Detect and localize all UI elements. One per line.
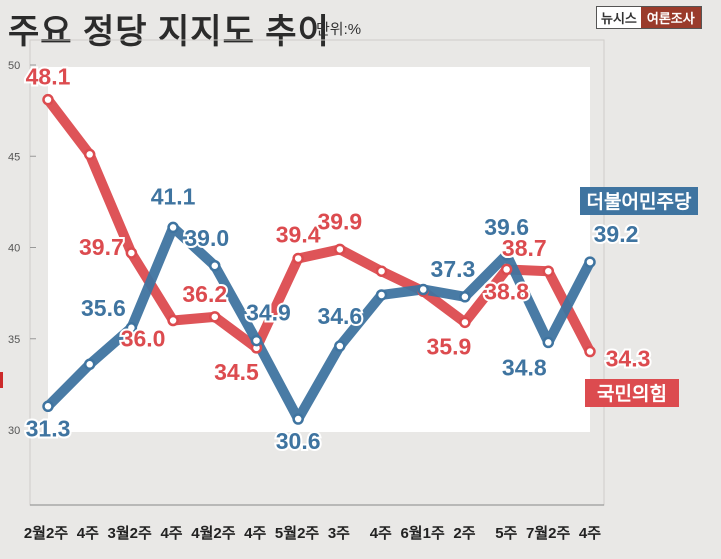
democratic-point — [250, 334, 263, 347]
ppp-point — [500, 263, 513, 276]
x-tick-label: 5주 — [495, 525, 517, 542]
ppp-legend-tag: 국민의힘 — [597, 383, 667, 405]
ppp-value-label: 39.4 — [276, 221, 321, 247]
y-tick-label: 50 — [8, 60, 20, 72]
democratic-point — [584, 256, 596, 268]
ppp-point — [375, 265, 388, 277]
ppp-point — [209, 311, 221, 323]
y-tick-label: 45 — [8, 151, 20, 163]
democratic-legend-tag: 더불어민주당 — [587, 191, 692, 213]
ppp-point — [83, 148, 96, 161]
democratic-value-label: 41.1 — [151, 183, 196, 209]
ppp-line — [43, 94, 595, 357]
chart-title: 주요 정당 지지도 추이 — [8, 13, 330, 51]
x-tick-label: 4주 — [370, 525, 392, 542]
ppp-value-label: 35.9 — [427, 333, 472, 359]
y-tick-label: 30 — [8, 425, 20, 437]
ppp-point — [167, 314, 179, 327]
democratic-point — [375, 289, 388, 301]
democratic-value-label: 39.2 — [594, 221, 639, 247]
democratic-point — [83, 358, 96, 371]
ppp-point — [459, 316, 471, 329]
democratic-value-label: 30.6 — [276, 428, 321, 454]
ppp-value-label: 48.1 — [26, 64, 71, 90]
democratic-value-label: 34.6 — [317, 303, 362, 329]
ppp-value-label: 39.7 — [79, 234, 124, 260]
ppp-point — [42, 93, 54, 106]
democratic-point — [42, 400, 54, 413]
x-tick-label: 3월2주 — [108, 525, 152, 542]
democratic-line — [43, 222, 595, 425]
y-tick-label: 35 — [8, 334, 20, 346]
x-tick-label: 4주 — [579, 525, 601, 542]
democratic-point — [459, 291, 471, 303]
democratic-point — [125, 322, 138, 334]
ppp-value-label: 36.2 — [182, 281, 227, 307]
democratic-value-label: 34.9 — [246, 300, 291, 326]
x-tick-label: 4주 — [244, 525, 266, 542]
ppp-value-label: 36.0 — [121, 326, 166, 352]
democratic-point — [209, 260, 221, 272]
ppp-value-label: 34.3 — [606, 346, 651, 372]
x-tick-label: 2월2주 — [24, 525, 68, 542]
democratic-point — [417, 283, 429, 296]
x-tick-label: 2주 — [453, 525, 475, 542]
democratic-point — [542, 336, 555, 349]
democratic-point — [167, 221, 179, 234]
ppp-point — [292, 252, 304, 265]
x-tick-label: 4주 — [77, 525, 99, 542]
ppp-value-label: 34.5 — [214, 359, 259, 385]
democratic-value-label: 35.6 — [81, 295, 126, 321]
ppp-point — [334, 243, 346, 256]
left-edge-marker — [0, 372, 3, 388]
unit-label: 단위:% — [316, 21, 362, 38]
brand-tag: 여론조사 — [640, 7, 701, 28]
x-tick-label: 7월2주 — [526, 525, 570, 542]
ppp-point — [542, 265, 555, 277]
x-tick-label: 5월2주 — [275, 525, 319, 542]
democratic-value-label: 31.3 — [26, 415, 71, 441]
ppp-value-label: 39.9 — [317, 208, 362, 234]
y-tick-label: 40 — [8, 243, 20, 255]
democratic-value-label: 39.6 — [484, 214, 529, 240]
x-tick-label: 6월1주 — [400, 525, 444, 542]
ppp-value-label: 38.8 — [484, 278, 529, 304]
brand-badge: 뉴시스 여론조사 — [596, 6, 702, 29]
democratic-legend-tag-bg — [580, 187, 698, 215]
x-tick-label: 4주 — [160, 525, 182, 542]
ppp-legend-tag-bg — [585, 379, 679, 407]
ppp-point — [125, 247, 138, 259]
brand-name: 뉴시스 — [597, 7, 641, 28]
democratic-point — [500, 249, 513, 261]
ppp-value-label: 38.7 — [502, 235, 547, 261]
ppp-point — [584, 345, 596, 358]
democratic-value-label: 34.8 — [502, 354, 547, 380]
democratic-value-label: 39.0 — [184, 225, 229, 251]
x-tick-label: 3주 — [328, 525, 350, 542]
democratic-point — [334, 340, 346, 352]
x-tick-label: 4월2주 — [191, 525, 235, 542]
democratic-point — [292, 413, 304, 425]
democratic-value-label: 37.3 — [431, 256, 476, 282]
